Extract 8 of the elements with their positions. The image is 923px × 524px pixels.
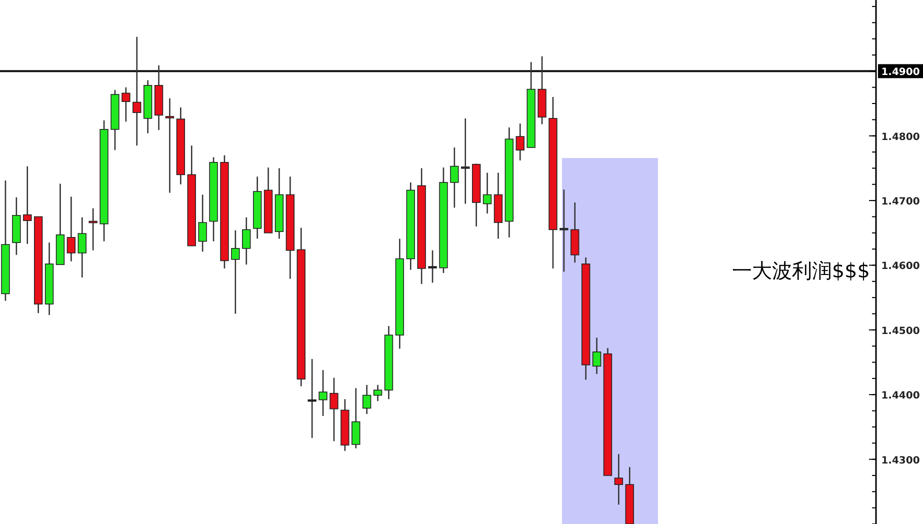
y-tick-label: 1.4900 <box>881 67 920 78</box>
y-tick-label: 1.4400 <box>881 390 920 402</box>
y-tick-label: 1.4800 <box>881 132 920 143</box>
y-tick-label: 1.4500 <box>881 326 920 337</box>
y-tick-label: 1.4600 <box>881 261 920 272</box>
y-tick-label: 1.4700 <box>881 196 920 208</box>
annotation: 一大波利润$$$ <box>732 258 870 283</box>
y-tick-label: 1.4300 <box>881 455 920 466</box>
